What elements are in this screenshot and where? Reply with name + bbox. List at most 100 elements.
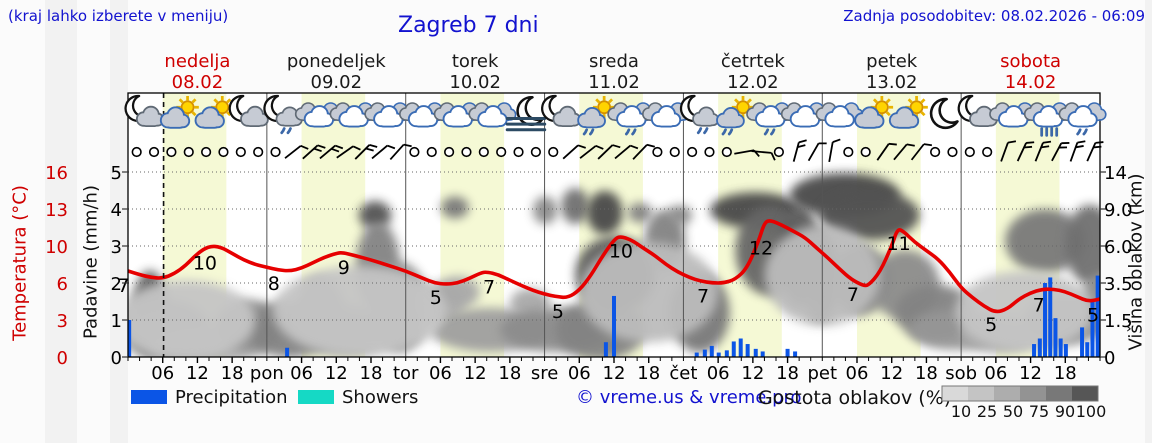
cloud-icon xyxy=(407,105,439,128)
cloud-blob xyxy=(128,280,256,357)
cloud-axis-tick-label: 9.0 xyxy=(1104,200,1133,221)
sun-icon xyxy=(176,96,199,119)
day-date: 11.02 xyxy=(588,72,640,93)
barb-feather xyxy=(646,143,656,148)
barb-feather xyxy=(365,147,374,152)
day-name: petek xyxy=(866,51,918,72)
cloud-icon xyxy=(650,105,682,128)
temp-axis-tick-label: 10 xyxy=(45,237,68,258)
cloud-blob xyxy=(533,196,558,225)
sun-ray xyxy=(920,111,926,117)
wind-calm-icon xyxy=(496,146,507,158)
cloud-icon xyxy=(969,105,998,128)
drizzle-mark xyxy=(582,128,589,136)
barb-shaft xyxy=(284,145,302,159)
cloud-blob xyxy=(561,188,590,225)
barb-feather xyxy=(1042,140,1052,144)
temperature-label: 7 xyxy=(117,275,129,297)
barb-feather xyxy=(313,147,322,153)
wind-calm-icon xyxy=(687,146,698,158)
barb-feather xyxy=(612,144,621,149)
density-segment xyxy=(1072,386,1098,401)
last-update-text: Zadnja posodobitev: 08.02.2026 - 06:09 xyxy=(843,7,1145,25)
temperature-label: 5 xyxy=(552,301,564,323)
barb-feather xyxy=(923,143,933,147)
showers-swatch xyxy=(298,390,334,404)
wind-calm-icon xyxy=(773,146,784,158)
density-tick-label: 100 xyxy=(1076,402,1107,421)
sun-ray xyxy=(191,111,197,117)
copyright-text: © vreme.us & vreme.pro xyxy=(576,387,802,408)
cloud-blob xyxy=(627,202,653,223)
drizzle-mark xyxy=(703,127,709,135)
hour-label: 18 xyxy=(221,363,244,384)
precip-bar xyxy=(1080,327,1085,357)
precip-bar xyxy=(753,348,758,357)
wind-calm-icon xyxy=(235,146,246,158)
sun-ray xyxy=(595,98,601,104)
weather-icon-clouds-drizzle xyxy=(1058,102,1107,136)
wind-calm-icon xyxy=(444,146,455,158)
icon-part xyxy=(414,119,432,126)
drizzle-mark xyxy=(1076,128,1082,136)
drizzle-mark xyxy=(286,127,292,135)
day-date: 10.02 xyxy=(449,72,501,93)
icon-part xyxy=(1004,119,1022,126)
precip-bar xyxy=(738,338,743,357)
barb-feather xyxy=(334,144,344,150)
cloud-density-label: Gostota oblakov (%) xyxy=(758,387,952,409)
cloud-icon xyxy=(194,106,225,129)
hour-label: 12 xyxy=(325,363,348,384)
barb-shaft xyxy=(876,143,890,161)
day-abbrev-label: tor xyxy=(393,363,419,384)
cloud-axis-tick-label: 1.5 xyxy=(1104,311,1133,332)
hour-label: 06 xyxy=(568,363,591,384)
weather-icon-sun-cloud xyxy=(194,96,234,129)
barb-shaft xyxy=(1034,142,1044,162)
sun-ray xyxy=(746,98,752,104)
day-abbrev-label: sre xyxy=(531,363,558,384)
barb-feather xyxy=(1058,146,1068,149)
icon-part xyxy=(623,119,640,126)
precip-bar xyxy=(285,347,290,357)
precip-bar xyxy=(128,320,132,357)
wind-barb-icon xyxy=(1069,140,1086,162)
wind-barb-icon xyxy=(910,143,933,161)
barb-shaft xyxy=(751,150,772,154)
temp-axis-tick-label: 6 xyxy=(57,274,68,295)
icon-part xyxy=(484,119,501,126)
cloud-icon xyxy=(1032,105,1064,128)
cloud-axis-tick-label: 0 xyxy=(1104,348,1115,369)
barb-feather xyxy=(331,147,340,153)
sun-disc xyxy=(597,100,612,115)
wind-calm-icon xyxy=(478,146,489,158)
sun-ray xyxy=(226,98,232,104)
wind-barb-icon xyxy=(562,144,586,160)
day-abbrev-label: pet xyxy=(808,363,838,384)
sun-ray xyxy=(920,98,926,104)
precip-bar xyxy=(1048,277,1053,357)
barb-shaft xyxy=(1069,142,1079,162)
weather-icon-sun-cloud xyxy=(159,96,199,129)
drizzle-mark xyxy=(696,127,703,135)
density-segment xyxy=(994,386,1020,401)
density-segment xyxy=(1020,386,1046,401)
showers-legend-label: Showers xyxy=(342,387,419,408)
barb-feather xyxy=(1075,145,1084,149)
cloud-icon xyxy=(998,105,1029,128)
barb-shaft xyxy=(354,144,371,160)
wind-barb-icon xyxy=(893,143,915,161)
icon-part xyxy=(380,119,397,126)
hour-label: 18 xyxy=(915,363,938,384)
cloud-icon xyxy=(692,106,720,127)
wind-barb-icon xyxy=(614,144,639,160)
wind-calm-icon xyxy=(982,146,993,158)
barb-feather xyxy=(317,144,326,149)
icon-part xyxy=(698,119,714,125)
cloud-blob xyxy=(819,190,920,241)
barb-shaft xyxy=(302,144,319,160)
day-abbrev-label: pon xyxy=(250,363,284,384)
weather-icon-moon-cloud-drizzle xyxy=(263,94,303,135)
hour-label: 06 xyxy=(429,363,452,384)
